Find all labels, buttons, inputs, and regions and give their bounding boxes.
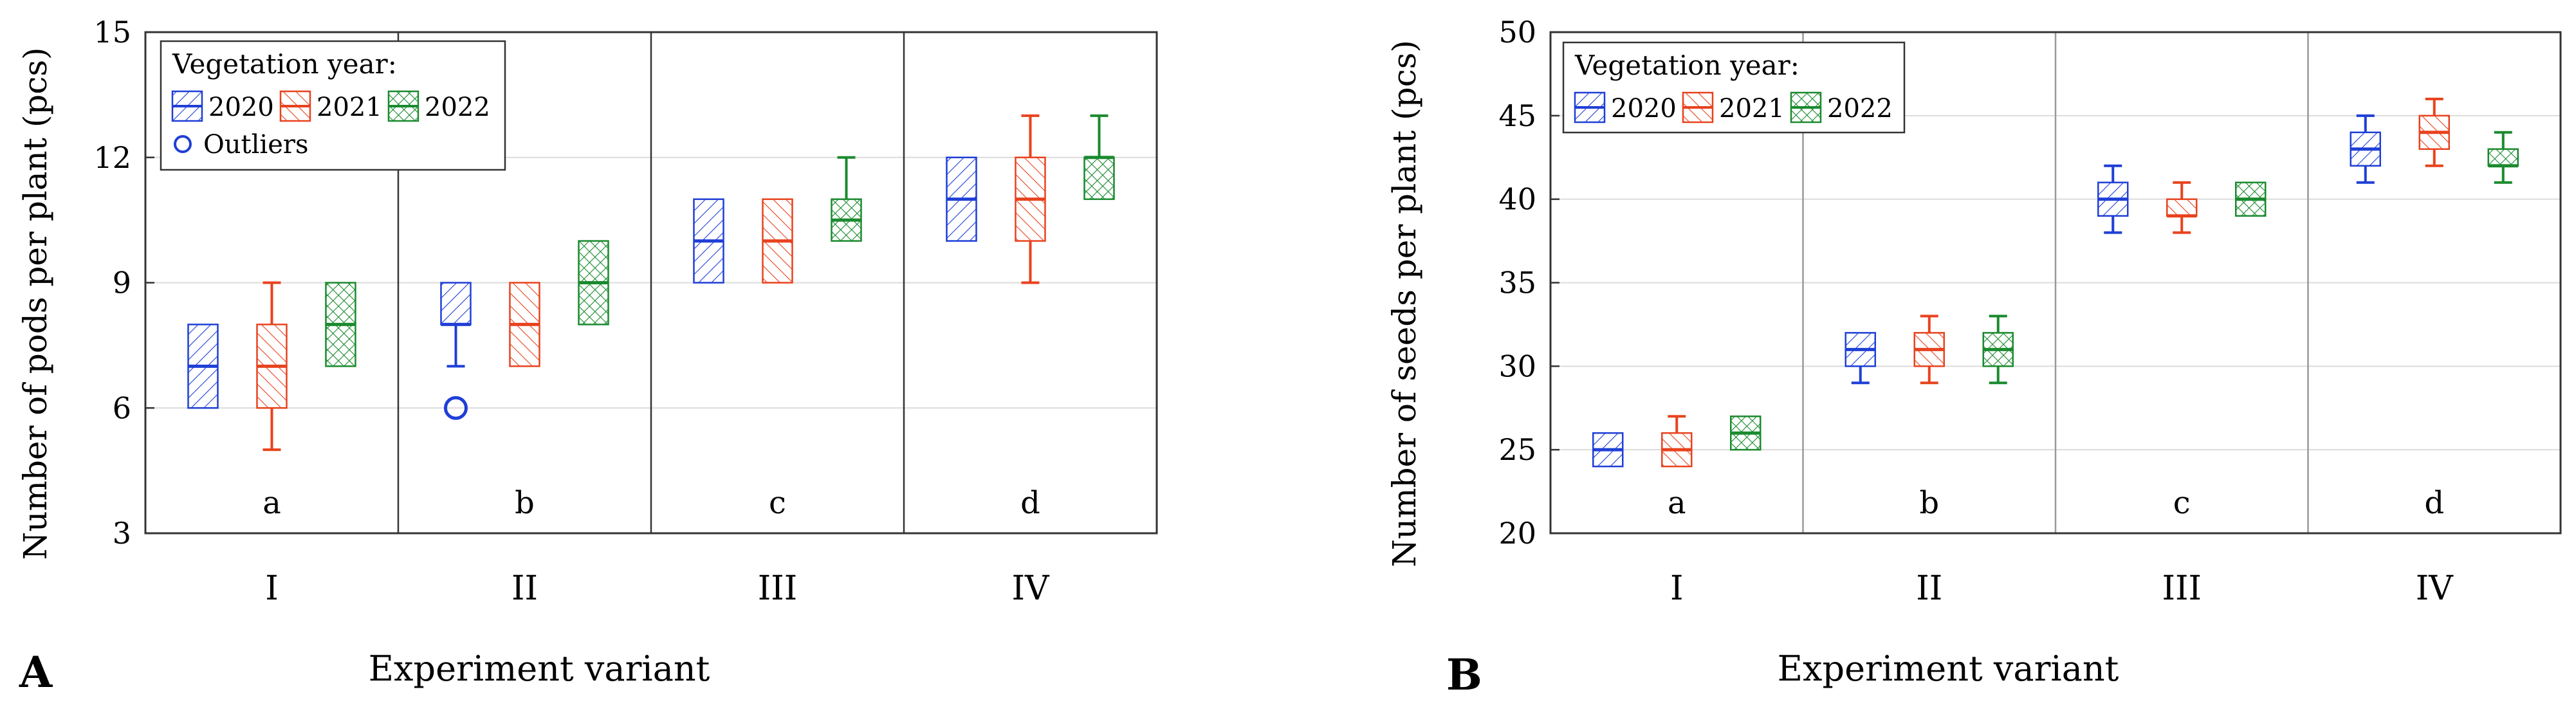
legend-title: Vegetation year: bbox=[1574, 50, 1799, 81]
legend-entry-label: 2021 bbox=[317, 93, 382, 122]
box-plot bbox=[762, 198, 793, 284]
legend-entry-label: 2020 bbox=[208, 93, 274, 122]
y-tick-label: 3 bbox=[113, 516, 131, 551]
group-letter: b bbox=[1919, 485, 1939, 521]
legend-entry-label: 2021 bbox=[1719, 94, 1785, 124]
group-letter: d bbox=[2424, 485, 2444, 521]
group-letter: a bbox=[262, 485, 281, 521]
x-axis-label: Experiment variant bbox=[369, 648, 710, 689]
legend: Vegetation year: 2020 2021 2022 Outliers bbox=[160, 40, 506, 171]
legend-outliers-label: Outliers bbox=[203, 130, 309, 160]
box-plot bbox=[831, 156, 862, 242]
x-tick-label: II bbox=[1916, 569, 1942, 608]
group-letter: c bbox=[2173, 485, 2191, 521]
box-plot bbox=[1982, 315, 2014, 385]
group-letter: a bbox=[1668, 485, 1686, 521]
legend: Vegetation year: 2020 2021 2022 bbox=[1562, 41, 1906, 134]
y-tick-label: 30 bbox=[1498, 349, 1536, 383]
box-iqr bbox=[1083, 156, 1115, 200]
group-letter: c bbox=[769, 485, 786, 521]
box-plot bbox=[693, 198, 724, 284]
x-tick-label: I bbox=[1670, 569, 1684, 608]
y-axis-label: Number of pods per plant (pcs) bbox=[17, 48, 54, 560]
box-plot bbox=[1845, 332, 1876, 385]
legend-box bbox=[160, 40, 506, 171]
box-plot bbox=[1661, 415, 1693, 468]
y-tick-label: 6 bbox=[113, 390, 131, 425]
y-tick-label: 12 bbox=[93, 140, 131, 175]
y-tick-label: 25 bbox=[1498, 432, 1536, 467]
x-tick-label: II bbox=[511, 569, 538, 608]
box-plot bbox=[187, 324, 219, 409]
box-plot bbox=[256, 281, 288, 452]
box-plot bbox=[2418, 97, 2450, 167]
box-plot bbox=[1730, 415, 1762, 451]
panel-label: A bbox=[19, 647, 53, 697]
y-axis-label: Number of seeds per plant (pcs) bbox=[1386, 40, 1423, 567]
group-letter: d bbox=[1020, 485, 1040, 521]
legend-entry-label: 2022 bbox=[425, 93, 490, 122]
y-tick-label: 40 bbox=[1498, 182, 1536, 217]
box-plot bbox=[2097, 164, 2129, 234]
legend-title: Vegetation year: bbox=[172, 48, 397, 80]
box-plot bbox=[1913, 315, 1945, 385]
box-plot bbox=[2487, 131, 2519, 184]
box-iqr bbox=[440, 282, 472, 325]
box-plot bbox=[2235, 181, 2267, 217]
box-plot bbox=[2166, 181, 2198, 234]
x-tick-label: III bbox=[758, 569, 798, 608]
legend-entry-label: 2022 bbox=[1827, 94, 1893, 124]
y-tick-label: 15 bbox=[93, 15, 131, 50]
legend-outlier-marker bbox=[174, 135, 192, 153]
y-tick-label: 45 bbox=[1498, 98, 1536, 133]
x-tick-label: I bbox=[265, 569, 279, 608]
x-tick-label: III bbox=[2162, 569, 2202, 608]
y-tick-label: 50 bbox=[1498, 15, 1536, 50]
box-iqr bbox=[2487, 148, 2519, 167]
box-plot bbox=[1083, 114, 1115, 200]
box-plot bbox=[2350, 114, 2381, 184]
x-tick-label: IV bbox=[1011, 569, 1050, 608]
panel-b: B Number of seeds per plant (pcs) Experi… bbox=[1386, 15, 2562, 700]
panel-label: B bbox=[1446, 650, 1482, 700]
y-tick-label: 35 bbox=[1498, 266, 1536, 300]
box-iqr bbox=[2166, 198, 2198, 217]
legend-box bbox=[1562, 41, 1906, 134]
x-axis-label: Experiment variant bbox=[1778, 648, 2119, 689]
box-plot bbox=[509, 282, 540, 367]
box-plot bbox=[946, 156, 977, 242]
group-letter: b bbox=[515, 485, 535, 521]
y-tick-label: 20 bbox=[1498, 516, 1536, 551]
box-plot bbox=[1592, 432, 1624, 468]
box-plot bbox=[440, 282, 472, 368]
box-plot bbox=[578, 240, 609, 325]
box-plot bbox=[1015, 114, 1046, 284]
legend-entry-label: 2020 bbox=[1611, 94, 1677, 124]
box-plot bbox=[325, 282, 356, 367]
outlier-point bbox=[444, 396, 468, 420]
x-tick-label: IV bbox=[2416, 569, 2454, 608]
y-tick-label: 9 bbox=[113, 266, 131, 300]
panel-a: A Number of pods per plant (pcs) Experim… bbox=[17, 15, 1158, 697]
